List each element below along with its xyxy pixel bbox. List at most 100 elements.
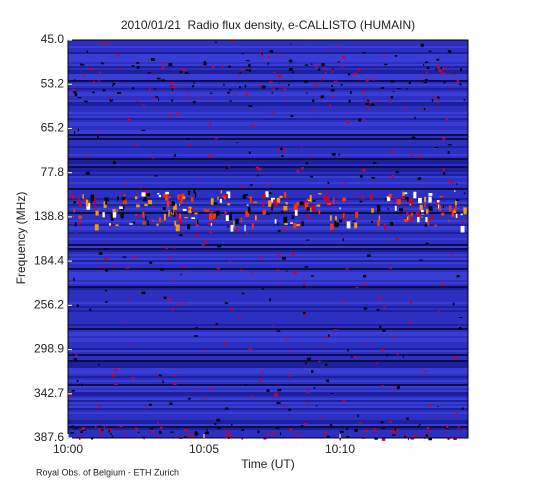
texture (250, 271, 254, 273)
texture (251, 124, 255, 127)
texture (244, 84, 247, 88)
texture (174, 86, 177, 89)
texture (184, 71, 189, 74)
texture (363, 282, 367, 286)
texture (249, 196, 252, 203)
texture (310, 207, 312, 213)
texture (108, 429, 111, 433)
texture (263, 209, 266, 215)
texture (272, 87, 275, 90)
texture (68, 340, 468, 342)
texture (296, 224, 301, 227)
texture (73, 277, 75, 281)
texture (117, 92, 121, 94)
texture (303, 285, 305, 288)
texture (136, 101, 138, 103)
texture (242, 194, 247, 199)
texture (158, 374, 162, 377)
texture (436, 65, 440, 68)
texture (170, 431, 174, 433)
texture (346, 435, 350, 438)
texture (110, 433, 112, 435)
texture (266, 183, 270, 186)
texture (68, 96, 468, 98)
texture (350, 356, 353, 358)
texture (68, 410, 468, 412)
texture (355, 212, 359, 219)
texture (306, 390, 310, 394)
texture (348, 99, 351, 103)
texture (306, 357, 311, 361)
texture (339, 430, 344, 434)
texture (102, 89, 106, 92)
texture (68, 286, 468, 288)
texture (276, 401, 281, 405)
texture (78, 215, 82, 219)
texture (395, 331, 397, 333)
texture (448, 205, 452, 212)
texture (112, 212, 117, 218)
texture (324, 431, 328, 434)
texture (404, 192, 408, 195)
texture (246, 204, 249, 206)
texture (228, 65, 231, 68)
y-tick-label: 65.2 (41, 121, 65, 135)
texture (68, 388, 468, 390)
texture (183, 429, 187, 431)
texture (367, 254, 371, 257)
texture (68, 82, 468, 84)
texture (296, 431, 298, 435)
texture (68, 326, 468, 328)
texture (456, 79, 459, 83)
texture (463, 207, 467, 215)
texture (417, 216, 420, 223)
texture (75, 222, 77, 227)
texture (68, 294, 468, 296)
texture (418, 423, 421, 425)
texture (100, 429, 104, 431)
texture (262, 210, 265, 215)
texture (68, 258, 468, 260)
texture (68, 170, 468, 172)
texture (182, 196, 186, 200)
texture (393, 336, 396, 339)
texture (68, 344, 468, 346)
texture (148, 403, 152, 406)
texture (107, 42, 112, 44)
texture (304, 422, 308, 425)
texture (427, 218, 431, 222)
texture (419, 76, 423, 78)
texture (68, 50, 468, 52)
texture (177, 426, 179, 429)
texture (84, 341, 86, 343)
texture (68, 190, 468, 192)
texture (68, 240, 468, 242)
texture (253, 201, 258, 203)
texture (250, 184, 253, 186)
texture (68, 372, 468, 374)
texture (259, 50, 262, 53)
texture (85, 199, 89, 207)
texture (356, 194, 359, 197)
texture (90, 194, 95, 202)
texture (149, 261, 153, 264)
texture (191, 217, 195, 220)
texture (179, 197, 183, 204)
texture (339, 219, 343, 223)
texture (99, 430, 103, 433)
texture (68, 126, 468, 128)
texture (304, 201, 306, 208)
texture (248, 69, 252, 72)
texture (426, 209, 429, 214)
texture (72, 215, 75, 218)
texture (273, 199, 277, 204)
texture (68, 150, 468, 152)
texture (303, 80, 308, 83)
texture (226, 226, 229, 228)
texture (112, 85, 114, 87)
texture (454, 190, 456, 192)
texture (321, 63, 325, 67)
texture (89, 308, 92, 311)
texture (186, 92, 189, 95)
texture (372, 78, 376, 81)
